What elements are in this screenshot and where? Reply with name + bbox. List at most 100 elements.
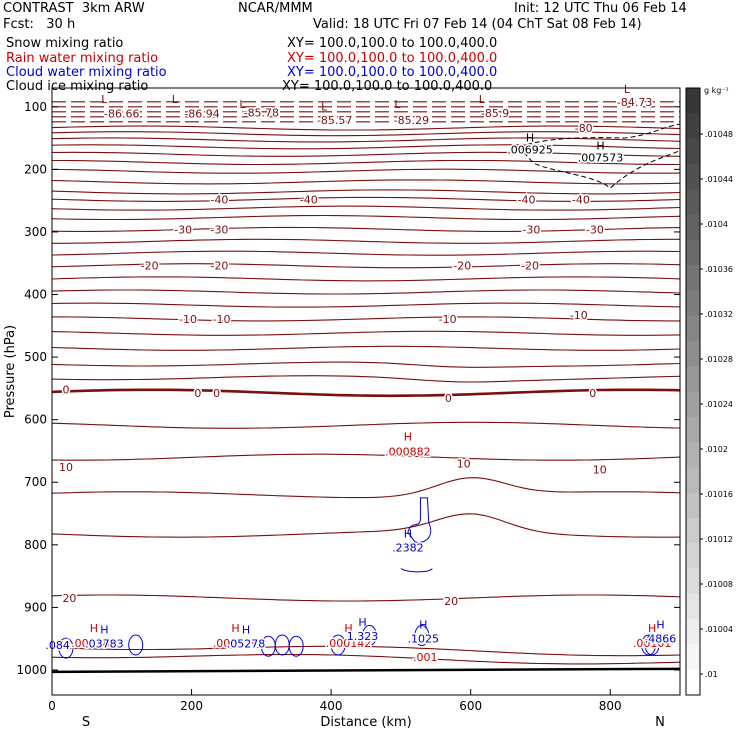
y-tick-label: 800 — [24, 538, 47, 552]
legend-snow-xy: XY= 100.0,100.0 to 100.0,400.0 — [287, 36, 498, 51]
ice-contour — [518, 123, 681, 189]
temperature-contour — [51, 125, 681, 131]
cloud-contour — [407, 497, 432, 543]
colorbar-swatch — [686, 644, 700, 671]
temperature-contour-lower — [51, 645, 681, 657]
legend-ice-label: Cloud ice mixing ratio — [6, 79, 149, 94]
low-marker: L — [394, 98, 401, 111]
colorbar-tick-label: .01048 — [705, 130, 733, 139]
x-tick-label: 0 — [48, 699, 56, 713]
colorbar-swatch — [686, 88, 700, 114]
temperature-contour — [51, 330, 681, 336]
colorbar-swatch — [686, 214, 700, 241]
temperature-contour — [52, 238, 680, 244]
cloud-max-marker: H — [419, 619, 427, 632]
colorbar-swatch — [686, 543, 700, 570]
cloud-max-marker: H — [358, 616, 366, 629]
y-tick-label: 900 — [24, 600, 47, 614]
cloud-max-marker: H — [100, 624, 108, 637]
cloud-max-value: .1025 — [407, 633, 439, 646]
temperature-contour-label: -40 — [210, 193, 228, 206]
y-tick-label: 500 — [24, 350, 47, 364]
temperature-contour-label: -40 — [300, 193, 318, 206]
colorbar-swatch — [686, 239, 700, 266]
legend-rain-label: Rain water mixing ratio — [6, 51, 159, 66]
colorbar-swatch — [686, 265, 700, 291]
cloud-contour — [644, 634, 660, 656]
temperature-contour — [51, 144, 681, 150]
temperature-contour-lower — [51, 653, 681, 665]
rain-max-value: .00101 — [633, 637, 672, 650]
temperature-contour-label: -10 — [570, 309, 588, 322]
x-tick-label: 600 — [459, 699, 482, 713]
y-tick-label: 1000 — [16, 663, 47, 677]
temperature-contour-label: 0 — [445, 392, 452, 405]
temperature-contour-lower — [51, 477, 681, 499]
colorbar-swatch — [686, 113, 700, 140]
colorbar-unit: g kg⁻¹ — [704, 86, 729, 95]
temperature-contour — [51, 196, 681, 202]
temperature-contour-label: -86.66 — [104, 108, 139, 121]
colorbar-tick-label: .0104 — [705, 220, 728, 229]
temperature-contour — [51, 302, 681, 308]
cloud-contour — [58, 637, 74, 659]
temperature-contour-label: -20 — [521, 260, 539, 273]
low-marker: L — [101, 93, 108, 106]
temperature-contour-label: -20 — [453, 260, 471, 273]
x-tick-label: 800 — [599, 699, 622, 713]
cloud-max-value: .2382 — [392, 541, 424, 554]
rain-max-value: .001 — [413, 651, 438, 664]
y-axis-label: Pressure (hPa) — [3, 325, 18, 418]
temperature-contour-label: 20 — [62, 592, 76, 605]
colorbar-tick-label: .01008 — [705, 580, 733, 589]
rain-max-marker: H — [648, 622, 656, 635]
temperature-contour-label: -40 — [572, 193, 590, 206]
cloud-contour — [361, 625, 377, 647]
legend-rain-xy: XY= 100.0,100.0 to 100.0,400.0 — [287, 51, 498, 66]
plot-frame — [51, 87, 681, 696]
y-tick-label: 300 — [24, 225, 47, 239]
cloud-max-value: .4866 — [645, 633, 677, 646]
rain-max-value: .000142 — [326, 637, 372, 650]
temperature-contour-label: -10 — [213, 313, 231, 326]
legend-snow-label: Snow mixing ratio — [6, 36, 124, 51]
colorbar-tick-label: .01044 — [705, 175, 733, 184]
temperature-contour-label: 0 — [589, 387, 596, 400]
y-tick-label: 200 — [24, 162, 47, 176]
cloud-max-marker: H — [242, 624, 250, 637]
colorbar-swatch — [686, 492, 700, 519]
temperature-contour — [52, 151, 681, 157]
temperature-contour-label: -84.73 — [617, 96, 652, 109]
rain-max-value: .000781 — [71, 637, 117, 650]
legend-ice-xy: XY= 100.0,100.0 to 100.0,400.0 — [282, 79, 493, 94]
temperature-contour-label: 10 — [59, 461, 73, 474]
temperature-contour-label: -20 — [141, 260, 159, 273]
temperature-contour-lower — [51, 421, 681, 429]
colorbar-swatch — [686, 391, 700, 418]
low-marker: L — [172, 93, 179, 106]
colorbar-swatch — [686, 593, 700, 620]
temperature-contour-label: -40 — [518, 193, 536, 206]
temperature-contour-label: 0 — [62, 384, 69, 397]
colorbar-tick-label: .01036 — [705, 265, 733, 274]
rain-max-marker: H — [404, 430, 412, 443]
colorbar-swatch — [686, 163, 700, 190]
temperature-contours — [51, 101, 681, 674]
temperature-contour — [51, 205, 681, 211]
temperature-contour — [51, 131, 681, 137]
temperature-contour-label: 0 — [194, 387, 201, 400]
colorbar: g kg⁻¹ .01048 .01044 .0104 .01036 .01032 .0102… — [685, 86, 733, 696]
temperature-contour — [51, 179, 681, 185]
cloud-max-value: 1.323 — [347, 630, 379, 643]
temperature-contour-label: -85.29 — [394, 114, 429, 127]
temperature-contour — [51, 137, 681, 143]
low-marker: L — [239, 98, 246, 111]
temperature-contour-label: -20 — [210, 260, 228, 273]
cloud-contour — [414, 625, 430, 647]
colorbar-swatch — [686, 315, 700, 342]
y-tick-label: 600 — [24, 413, 47, 427]
cloud-max-marker: H — [404, 527, 412, 540]
legend-cloud-label: Cloud water mixing ratio — [6, 65, 167, 80]
colorbar-tick-label: .01012 — [705, 535, 733, 544]
